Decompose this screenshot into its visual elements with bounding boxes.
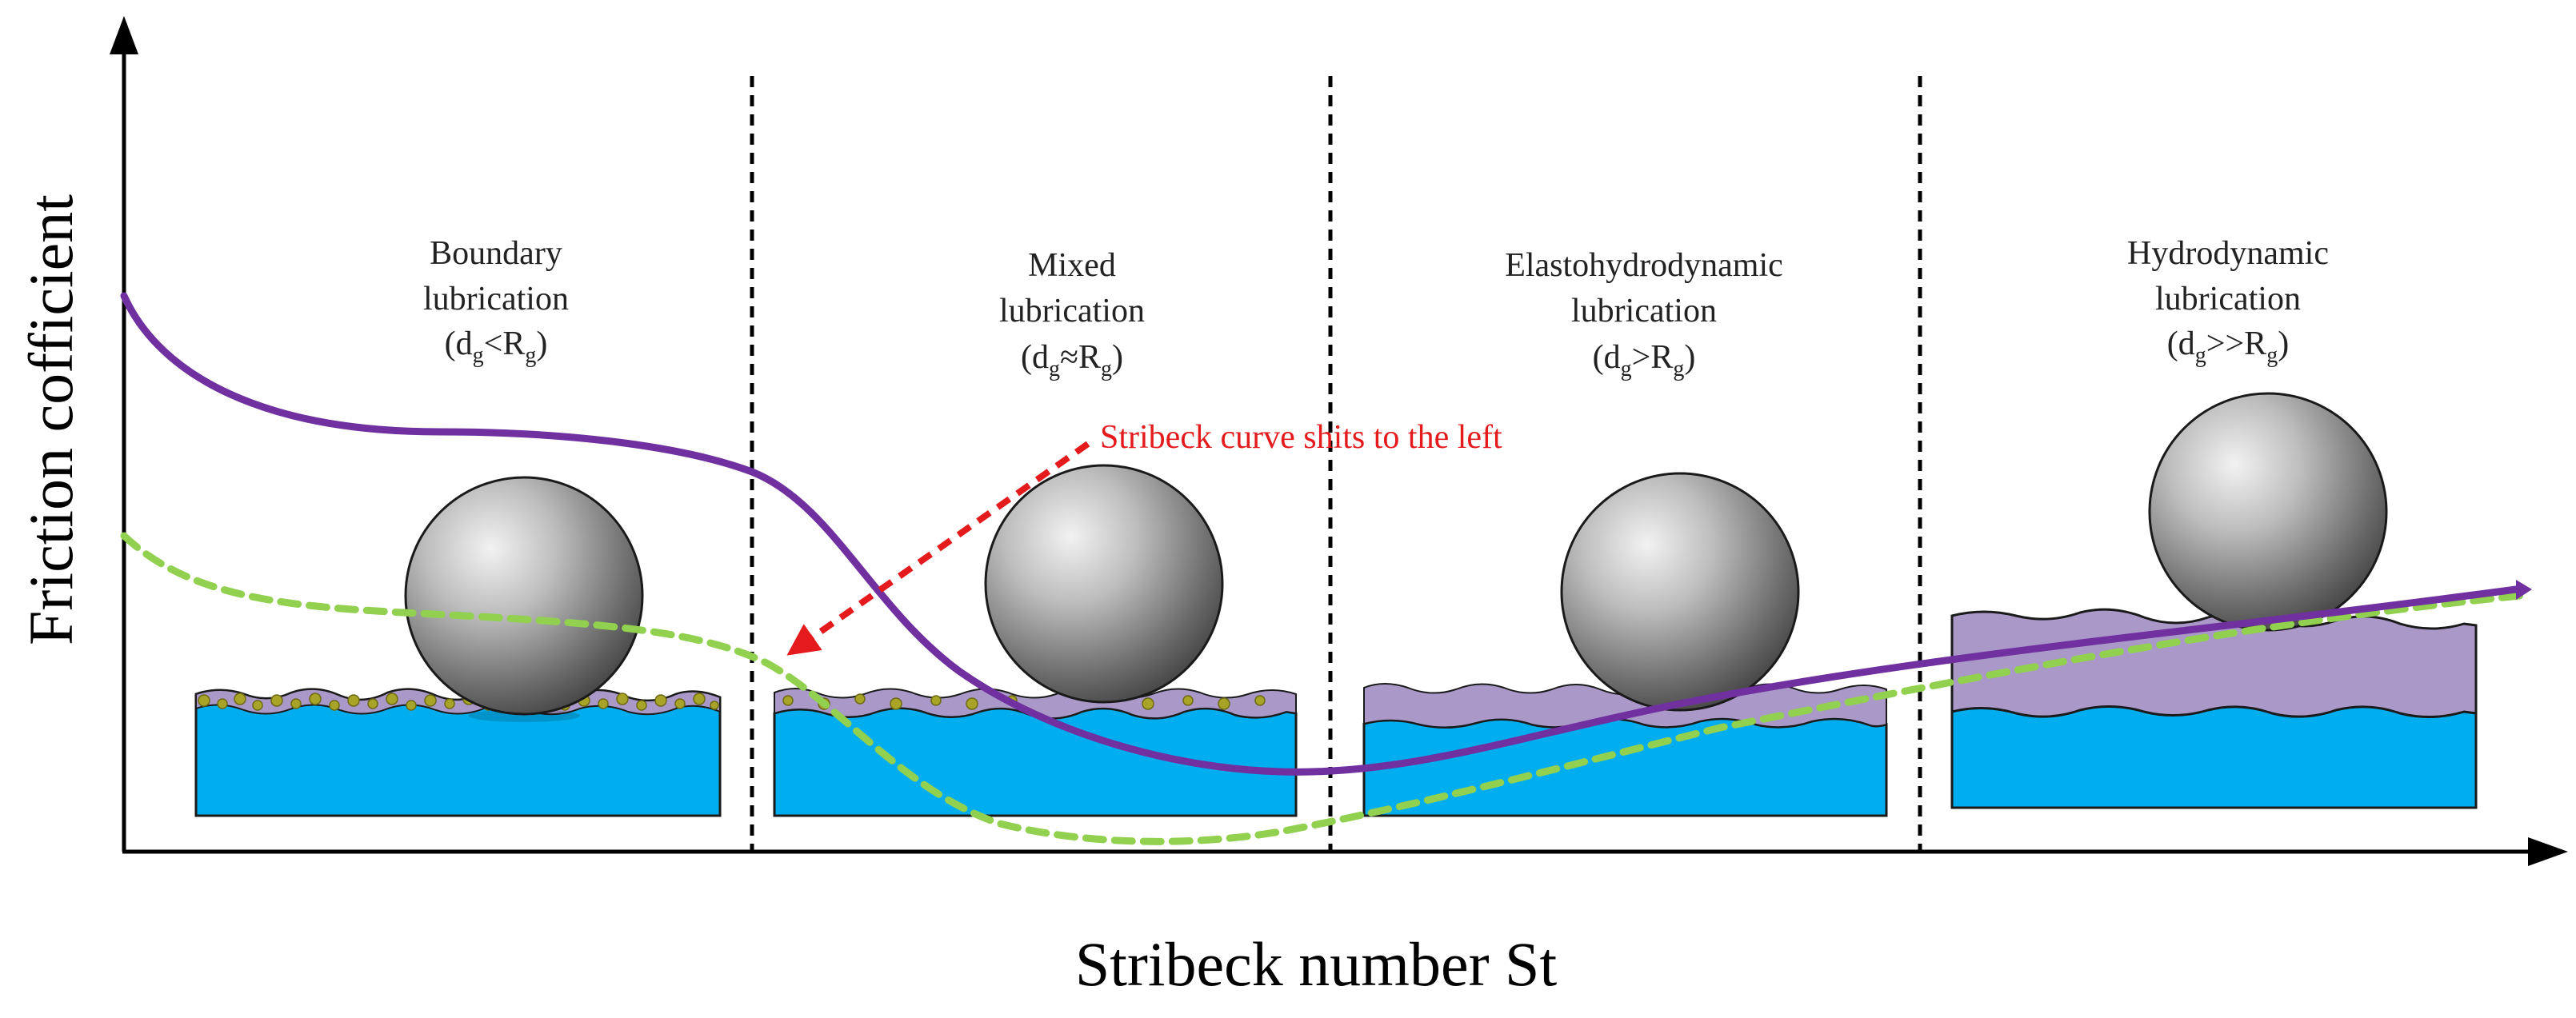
x-axis-arrow-icon	[2528, 837, 2568, 866]
shift-arrow	[786, 441, 1090, 656]
stribeck-curve-shifted	[120, 532, 2524, 845]
ball-icon	[2148, 392, 2388, 632]
shift-annotation: Stribeck curve shits to the left	[1100, 419, 1502, 456]
lubricant-film	[1363, 683, 1887, 729]
region-label-mixed: Mixed lubrication (dg≈Rg)	[999, 247, 1145, 381]
x-axis-title: Stribeck number St	[1075, 929, 1558, 999]
ball-icon	[984, 464, 1224, 704]
axes	[110, 16, 2568, 866]
substrate-block	[1362, 717, 1888, 817]
region-condition: (dg>Rg)	[1593, 339, 1696, 381]
region-label-line: lubrication	[423, 281, 569, 317]
ball-icon	[404, 476, 644, 716]
region-condition: (dg<Rg)	[445, 325, 548, 368]
mixed-contact-illustration	[773, 464, 1298, 817]
region-condition: (dg≈Rg)	[1021, 339, 1123, 381]
region-label-line: Elastohydrodynamic	[1505, 247, 1783, 284]
lubricant-film	[774, 688, 1297, 720]
elastohydrodynamic-contact-illustration	[1362, 472, 1888, 817]
ball-icon	[1560, 472, 1800, 712]
region-label-line: lubrication	[1571, 293, 1717, 329]
stribeck-curve-arrow-icon	[2516, 580, 2532, 600]
region-label-elastohydrodynamic: Elastohydrodynamic lubrication (dg>Rg)	[1505, 247, 1783, 381]
region-label-line: Hydrodynamic	[2127, 235, 2329, 272]
substrate-block	[1950, 705, 2478, 809]
region-dividers	[750, 76, 1922, 852]
boundary-contact-illustration	[194, 476, 722, 817]
hydrodynamic-contact-illustration	[1950, 392, 2478, 809]
stribeck-curve	[120, 292, 2520, 776]
region-label-hydrodynamic: Hydrodynamic lubrication (dg>>Rg)	[2127, 235, 2329, 368]
y-axis-title: Friction cofficient	[16, 194, 86, 645]
ball-shadow	[468, 709, 580, 722]
substrate-block	[773, 706, 1298, 817]
region-label-line: lubrication	[999, 293, 1145, 329]
region-condition: (dg>>Rg)	[2167, 325, 2289, 368]
region-label-line: Mixed	[1028, 247, 1116, 284]
region-label-line: Boundary	[430, 235, 562, 272]
region-label-line: lubrication	[2155, 281, 2301, 317]
y-axis-arrow-icon	[110, 16, 138, 54]
region-label-boundary: Boundary lubrication (dg<Rg)	[423, 235, 569, 368]
